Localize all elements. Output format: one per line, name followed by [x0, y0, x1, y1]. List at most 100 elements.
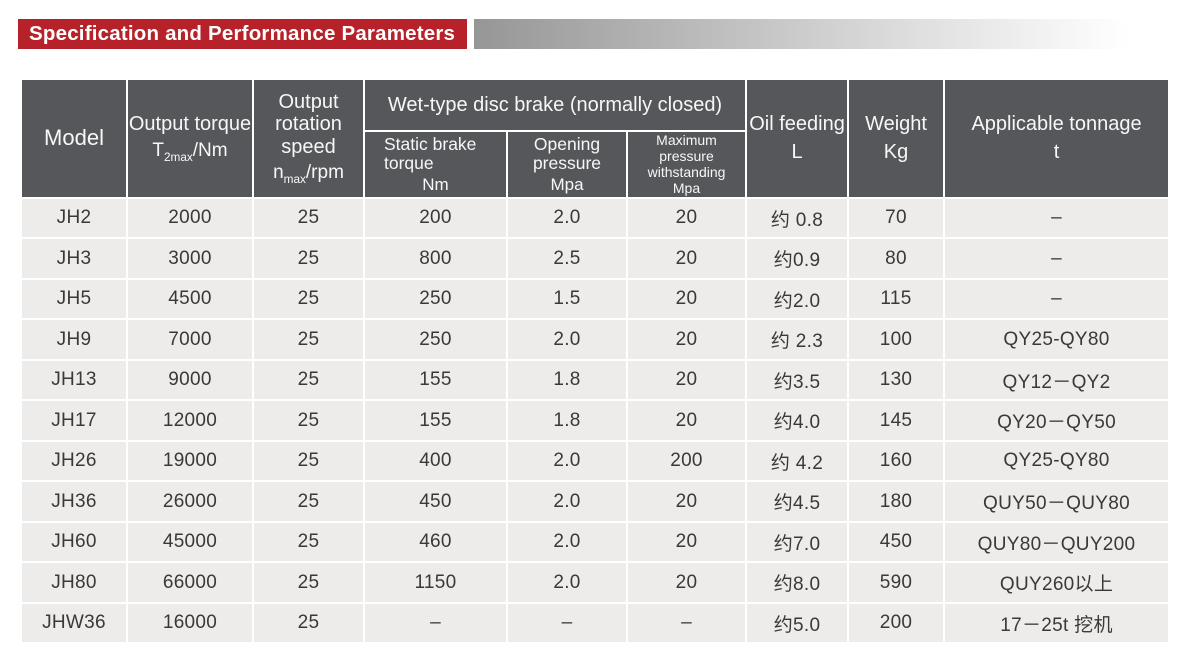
value-cell: 20 — [625, 277, 748, 321]
value-cell: QY25-QY80 — [943, 439, 1171, 483]
value-cell: 200 — [363, 196, 508, 240]
opening-pressure-label: Opening pressure — [532, 133, 602, 174]
value-cell: 约5.0 — [745, 601, 850, 645]
opening-pressure-unit: Mpa — [550, 175, 584, 195]
value-cell: 25 — [252, 358, 365, 402]
model-cell: JHW36 — [20, 601, 128, 645]
table-row: JH3 3000 25 800 2.5 20 约0.9 80– — [20, 237, 1171, 280]
table-row: JH5 4500 25 250 1.5 20 约2.0 115– — [20, 277, 1171, 321]
value-cell: 9000 — [126, 358, 254, 402]
oil-feeding-unit: L — [791, 141, 803, 164]
model-cell: JH60 — [20, 520, 128, 564]
value-cell: 2000 — [126, 196, 254, 240]
table-row: JHW36 16000 25– – – 约5.0 200 17－25t 挖机 — [20, 601, 1171, 645]
static-brake-unit: Nm — [422, 175, 449, 195]
value-cell: 20 — [625, 520, 748, 564]
table-row: JH17 12000 25 155 1.8 20 约4.0 145 QY20－QY50 — [20, 399, 1171, 442]
value-cell: 25 — [252, 439, 365, 483]
model-cell: JH17 — [20, 399, 128, 442]
value-cell: 70 — [847, 196, 946, 240]
value-cell: – — [625, 601, 748, 645]
title-gradient-bar — [474, 19, 1186, 49]
value-cell: 26000 — [126, 480, 254, 523]
table-row: JH60 45000 25 460 2.0 20 约7.0 450 QUY80－QUY200 — [20, 520, 1171, 564]
value-cell: 约7.0 — [745, 520, 850, 564]
col-header-output-torque: Output torque T2max/Nm — [126, 78, 254, 199]
value-cell: 400 — [363, 439, 508, 483]
rotation-speed-label: Output rotation speed — [275, 90, 342, 158]
value-cell: 12000 — [126, 399, 254, 442]
value-cell: 2.0 — [506, 196, 628, 240]
value-cell: QUY80－QUY200 — [943, 520, 1171, 564]
value-cell: 200 — [625, 439, 748, 483]
value-cell: 1150 — [363, 561, 508, 604]
col-header-model: Model — [20, 78, 128, 199]
value-cell: – — [943, 237, 1171, 280]
value-cell: 155 — [363, 358, 508, 402]
value-cell: 17－25t 挖机 — [943, 601, 1171, 645]
value-cell: 2.0 — [506, 480, 628, 523]
weight-label: Weight — [865, 113, 927, 136]
col-header-tonnage: Applicable tonnage t — [943, 78, 1171, 199]
col-header-static-brake: Static brake torque Nm — [363, 130, 508, 199]
value-cell: 25 — [252, 480, 365, 523]
col-header-rotation-speed: Output rotation speed nmax/rpm — [252, 78, 365, 199]
value-cell: 155 — [363, 399, 508, 442]
value-cell: 约4.5 — [745, 480, 850, 523]
value-cell: 约0.9 — [745, 237, 850, 280]
value-cell: 250 — [363, 318, 508, 361]
value-cell: 2.0 — [506, 561, 628, 604]
col-header-max-pressure: Maximum pressure withstanding Mpa — [625, 130, 748, 199]
value-cell: QY25-QY80 — [943, 318, 1171, 361]
value-cell: 2.0 — [506, 520, 628, 564]
value-cell: QUY50－QUY80 — [943, 480, 1171, 523]
col-header-opening-pressure: Opening pressure Mpa — [506, 130, 628, 199]
table-row: JH2 2000 25 200 2.0 20 约 0.8 70– — [20, 196, 1171, 240]
value-cell: 20 — [625, 318, 748, 361]
symbol-base: T — [152, 139, 164, 161]
value-cell: 4500 — [126, 277, 254, 321]
value-cell: 145 — [847, 399, 946, 442]
value-cell: QY12－QY2 — [943, 358, 1171, 402]
value-cell: 1.8 — [506, 358, 628, 402]
value-cell: 25 — [252, 520, 365, 564]
value-cell: – — [506, 601, 628, 645]
value-cell: 20 — [625, 237, 748, 280]
value-cell: 约2.0 — [745, 277, 850, 321]
value-cell: 25 — [252, 399, 365, 442]
value-cell: 20 — [625, 561, 748, 604]
model-cell: JH9 — [20, 318, 128, 361]
symbol-base: n — [273, 162, 284, 184]
value-cell: 450 — [847, 520, 946, 564]
output-torque-label: Output torque — [128, 113, 252, 136]
wet-brake-group-label: Wet-type disc brake (normally closed) — [387, 93, 723, 116]
value-cell: 约 4.2 — [745, 439, 850, 483]
value-cell: 250 — [363, 277, 508, 321]
value-cell: 160 — [847, 439, 946, 483]
value-cell: 45000 — [126, 520, 254, 564]
value-cell: 20 — [625, 399, 748, 442]
value-cell: QY20－QY50 — [943, 399, 1171, 442]
rotation-speed-symbol: nmax/rpm — [254, 162, 363, 186]
table-body: JH2 2000 25 200 2.0 20 约 0.8 70– JH3 3000 25 800 2.5… — [20, 196, 1171, 645]
tonnage-label: Applicable tonnage — [971, 113, 1142, 136]
output-torque-symbol: T2max/Nm — [128, 140, 252, 164]
value-cell: 25 — [252, 277, 365, 321]
value-cell: 180 — [847, 480, 946, 523]
value-cell: 130 — [847, 358, 946, 402]
col-header-wet-brake-group: Wet-type disc brake (normally closed) — [362, 78, 748, 132]
value-cell: – — [363, 601, 508, 645]
value-cell: 100 — [847, 318, 946, 361]
value-cell: 800 — [363, 237, 508, 280]
table-row: JH13 9000 25 155 1.8 20 约3.5 130 QY12－QY2 — [20, 358, 1171, 402]
value-cell: 25 — [252, 318, 365, 361]
value-cell: 约 2.3 — [745, 318, 850, 361]
value-cell: 200 — [847, 601, 946, 645]
value-cell: 2.0 — [506, 318, 628, 361]
weight-unit: Kg — [883, 141, 909, 164]
value-cell: 20 — [625, 480, 748, 523]
col-header-oil-feeding: Oil feeding L — [745, 78, 850, 199]
static-brake-label: Static brake torque — [384, 133, 477, 174]
section-header: Specification and Performance Parameters — [18, 19, 1186, 49]
model-cell: JH13 — [20, 358, 128, 402]
